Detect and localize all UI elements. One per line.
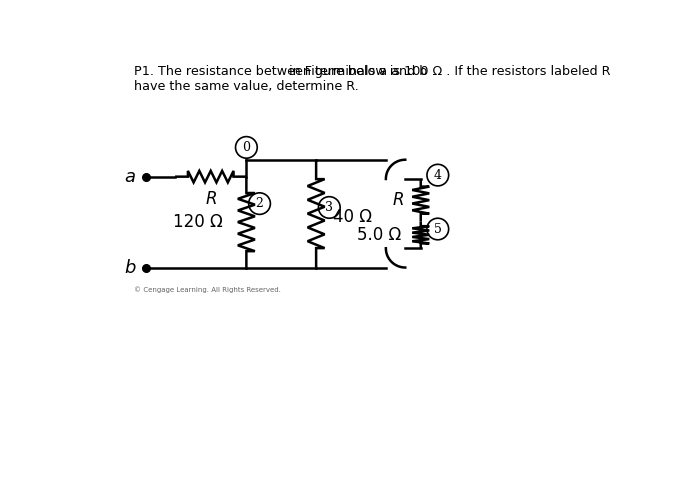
- Text: 3: 3: [326, 201, 333, 214]
- Text: 0: 0: [242, 141, 251, 154]
- Text: $R$: $R$: [392, 192, 404, 209]
- Text: in Figure below is 100 Ω . If the resistors labeled R: in Figure below is 100 Ω . If the resist…: [285, 65, 610, 78]
- Text: 5.0 Ω: 5.0 Ω: [357, 226, 401, 244]
- Text: $b$: $b$: [124, 258, 136, 276]
- Text: P1. The resistance between terminals a and b: P1. The resistance between terminals a a…: [134, 65, 428, 78]
- Text: $R$: $R$: [204, 191, 217, 208]
- Text: have the same value, determine R.: have the same value, determine R.: [134, 80, 358, 92]
- Text: 5: 5: [434, 223, 442, 236]
- Text: © Cengage Learning. All Rights Reserved.: © Cengage Learning. All Rights Reserved.: [134, 286, 281, 293]
- Text: 2: 2: [256, 197, 263, 210]
- Text: $a$: $a$: [125, 167, 136, 186]
- Text: 4: 4: [434, 168, 442, 182]
- Text: 120 Ω: 120 Ω: [174, 213, 223, 231]
- Text: 40 Ω: 40 Ω: [333, 209, 372, 227]
